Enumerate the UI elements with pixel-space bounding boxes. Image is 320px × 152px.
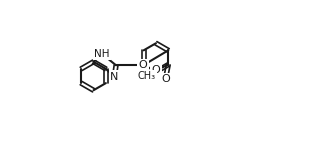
Text: CH₃: CH₃ <box>137 71 155 81</box>
Text: NH: NH <box>94 49 110 59</box>
Text: O: O <box>161 74 170 84</box>
Text: O: O <box>152 65 161 75</box>
Text: O: O <box>139 60 148 70</box>
Text: N: N <box>110 72 119 82</box>
